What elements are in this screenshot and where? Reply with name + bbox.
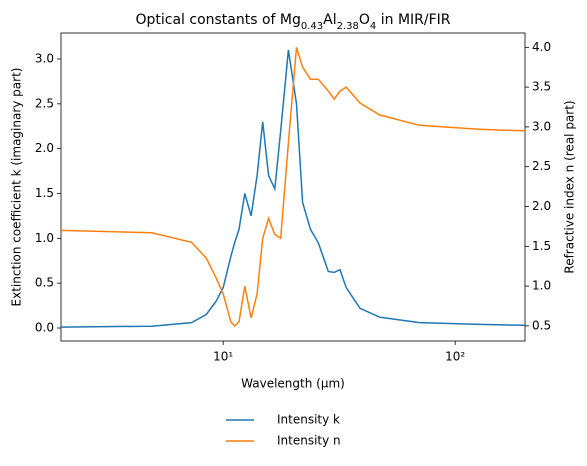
y-tick-label: 3.0 — [35, 52, 54, 66]
title-part: O — [359, 12, 370, 28]
y2-tick-label: 2.5 — [532, 159, 551, 173]
y2-tick-label: 3.0 — [532, 119, 551, 133]
plot-frame — [60, 32, 526, 342]
y-axis-label: Extinction coefficient k (imaginary part… — [10, 68, 24, 307]
data-line — [60, 47, 526, 327]
y2-tick-label: 2.0 — [532, 199, 551, 213]
title-part: 2.38 — [337, 21, 359, 32]
y-tick-label: 0.0 — [35, 320, 54, 334]
title-part: Al — [323, 12, 336, 28]
chart-title: Optical constants of Mg0.43Al2.38O4 in M… — [135, 12, 450, 32]
y2-tick-label: 0.5 — [532, 318, 551, 332]
title-part: 4 — [370, 21, 376, 32]
x-tick-label: 10² — [445, 350, 465, 364]
title-part: in MIR/FIR — [376, 12, 450, 28]
title-part: Optical constants of Mg — [135, 12, 300, 28]
y-tick-label: 1.5 — [35, 186, 54, 200]
y2-tick-label: 1.5 — [532, 239, 551, 253]
title-part: 0.43 — [301, 21, 323, 32]
y-tick-label: 2.0 — [35, 141, 54, 155]
y-tick-label: 1.0 — [35, 231, 54, 245]
x-tick-label: 10¹ — [213, 350, 233, 364]
legend-label: Intensity n — [277, 434, 341, 448]
y2-tick-label: 1.0 — [532, 279, 551, 293]
x-axis-label: Wavelength (μm) — [241, 377, 345, 391]
legend-label: Intensity k — [277, 413, 340, 427]
y2-axis-label: Refractive index n (real part) — [563, 100, 577, 273]
y-tick-label: 0.5 — [35, 276, 54, 290]
y2-tick-label: 3.5 — [532, 80, 551, 94]
y-tick-label: 2.5 — [35, 96, 54, 110]
y2-tick-label: 4.0 — [532, 40, 551, 54]
